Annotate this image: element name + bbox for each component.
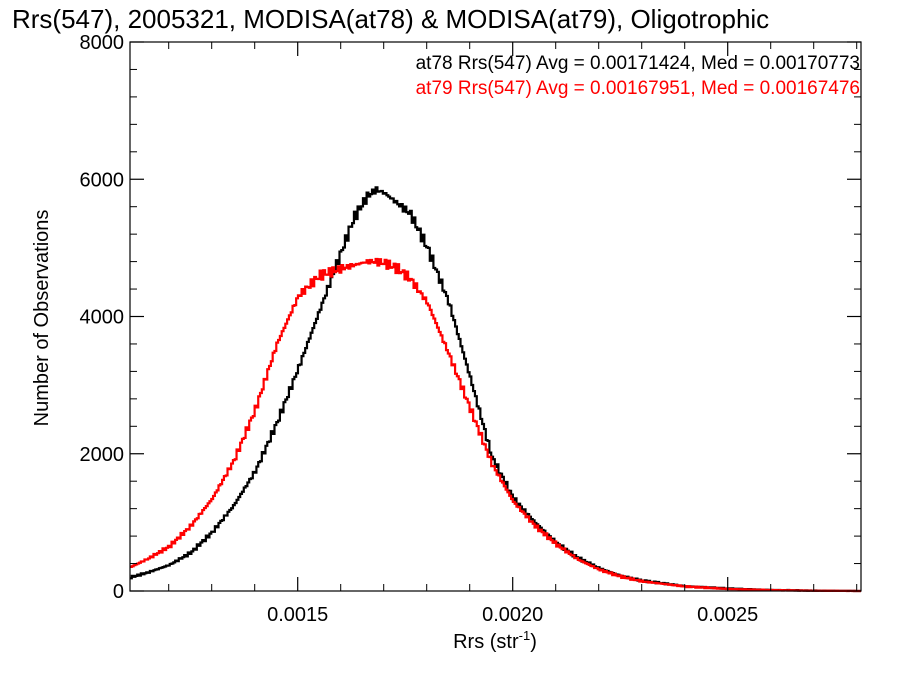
plot-frame [129,41,862,592]
series-line-1 [130,186,861,593]
legend-entry-2: at79 Rrs(547) Avg = 0.00167951, Med = 0.… [416,78,860,99]
series-line-2 [130,257,861,593]
y-tick-label: 6000 [80,169,125,191]
chart-title: Rrs(547), 2005321, MODISA(at78) & MODISA… [12,4,769,34]
x-axis-label-text: Rrs (str [453,631,519,653]
y-tick-label: 8000 [80,32,125,54]
x-tick-label: 0.0025 [697,604,758,626]
x-axis-label-superscript: -1 [519,628,531,643]
y-axis-label-group: Number of Observations [31,210,53,427]
y-axis-label: Number of Observations [31,210,53,427]
legend-entry-1: at78 Rrs(547) Avg = 0.00171424, Med = 0.… [416,53,860,74]
legend: at78 Rrs(547) Avg = 0.00171424, Med = 0.… [416,53,860,99]
x-axis-label-close: ) [530,631,537,653]
y-tick-label: 0 [113,581,124,603]
y-tick-label: 2000 [80,444,125,466]
x-tick-label: 0.0015 [267,604,328,626]
x-tick-label: 0.0020 [482,604,543,626]
y-tick-label: 4000 [80,307,125,329]
plot-area [130,186,861,593]
axis-ticks: 0 2000 4000 6000 8000 0.0015 0.0020 0.0025 [80,32,862,626]
x-axis-label: Rrs (str-1) [453,628,537,653]
